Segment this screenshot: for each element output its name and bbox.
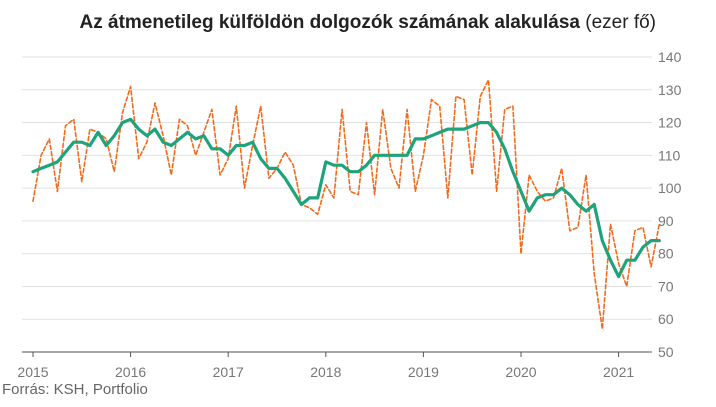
y-tick-label: 110 xyxy=(658,147,681,163)
x-tick-label: 2020 xyxy=(505,364,536,380)
series-layer xyxy=(31,79,661,330)
y-tick-label: 120 xyxy=(658,115,682,131)
chart-title-main: Az átmenetileg külföldön dolgozók számán… xyxy=(79,12,580,33)
chart-title-unit: (ezer fő) xyxy=(585,12,656,33)
y-tick-label: 90 xyxy=(658,213,674,229)
x-tick-label: 2016 xyxy=(115,364,146,380)
series-line-monthly xyxy=(32,79,661,330)
y-tick-label: 60 xyxy=(658,311,674,327)
chart-title: Az átmenetileg külföldön dolgozók számán… xyxy=(0,12,657,34)
x-tick-label: 2018 xyxy=(310,364,341,380)
x-axis-ticks: 2015 2016 2017 2018 2019 2020 2021 xyxy=(17,352,634,380)
y-tick-label: 100 xyxy=(658,180,682,196)
y-tick-label: 80 xyxy=(658,246,674,262)
y-axis-ticks: 50 60 70 80 90 100 110 120 130 140 xyxy=(658,49,682,360)
x-tick-label: 2015 xyxy=(17,364,48,380)
y-tick-label: 130 xyxy=(658,82,682,98)
y-tick-label: 140 xyxy=(658,49,682,65)
x-tick-label: 2019 xyxy=(408,364,439,380)
series-line-trend xyxy=(31,117,661,279)
y-tick-label: 70 xyxy=(658,278,674,294)
grid-lines xyxy=(22,56,652,320)
source-note: Forrás: KSH, Portfolio xyxy=(2,381,148,398)
x-tick-label: 2017 xyxy=(213,364,244,380)
y-tick-label: 50 xyxy=(658,344,674,360)
x-tick-label: 2021 xyxy=(603,364,634,380)
